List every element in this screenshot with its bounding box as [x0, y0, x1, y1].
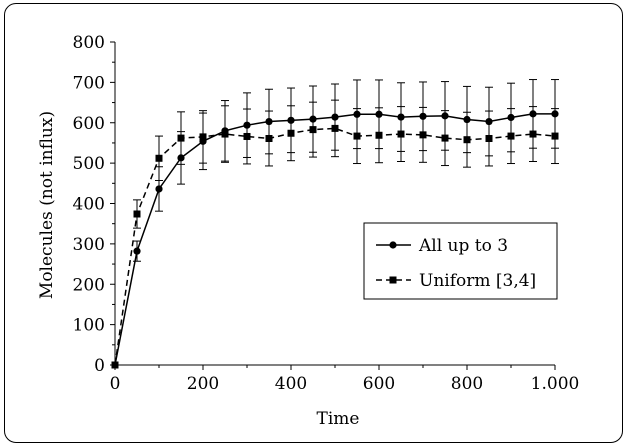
- data-point-series-1: [177, 154, 185, 162]
- y-tick-label: 300: [73, 235, 105, 255]
- data-point-series-2: [397, 130, 405, 138]
- data-point-series-1: [397, 113, 405, 121]
- data-point-series-1: [309, 115, 317, 123]
- data-point-series-1: [133, 247, 141, 255]
- data-point-series-2: [287, 129, 295, 137]
- y-tick-label: 700: [73, 73, 105, 93]
- data-point-series-1: [419, 112, 427, 120]
- data-point-series-1: [265, 117, 273, 126]
- data-point-series-2: [441, 134, 449, 142]
- data-point-series-1: [529, 110, 537, 118]
- data-point-series-2: [485, 134, 493, 142]
- data-point-series-2: [507, 132, 515, 140]
- x-tick-label: 0: [110, 374, 121, 394]
- data-point-series-1: [155, 185, 163, 193]
- y-tick-label: 600: [73, 114, 105, 134]
- series-markers: [111, 110, 559, 369]
- x-tick-label: 800: [451, 374, 483, 394]
- data-point-series-2: [133, 210, 141, 218]
- y-tick-label: 500: [73, 154, 105, 174]
- y-axis-label: Molecules (not influx): [37, 111, 57, 299]
- data-point-series-2: [375, 131, 383, 139]
- x-tick-label: 1.000: [531, 374, 580, 394]
- data-point-series-1: [375, 110, 383, 118]
- y-tick-label: 0: [94, 356, 105, 376]
- data-point-series-1: [551, 110, 559, 118]
- data-point-series-2: [353, 132, 361, 140]
- data-point-series-1: [463, 115, 471, 124]
- x-tick-label: 600: [363, 374, 395, 394]
- data-point-series-2: [419, 131, 427, 139]
- data-point-series-2: [265, 134, 273, 142]
- data-point-series-2: [177, 134, 185, 142]
- data-point-series-2: [199, 133, 207, 141]
- data-point-series-1: [485, 117, 493, 126]
- x-axis-label: Time: [317, 409, 360, 429]
- data-point-series-2: [331, 124, 339, 132]
- y-tick-label: 400: [73, 195, 105, 215]
- line-chart: 0 100 200 300 400 500 600 700 800 0 200 400 600 800 1.…: [37, 33, 580, 429]
- data-point-series-2: [111, 361, 119, 369]
- tick-labels: 0 100 200 300 400 500 600 700 800 0 200 400 600 800 1.…: [73, 33, 580, 394]
- x-tick-label: 400: [275, 374, 307, 394]
- y-tick-label: 200: [73, 275, 105, 295]
- legend-marker-series-1: [389, 241, 397, 249]
- data-point-series-2: [551, 132, 559, 140]
- data-point-series-1: [441, 112, 449, 120]
- data-point-series-1: [243, 121, 251, 129]
- data-point-series-2: [309, 126, 317, 134]
- data-point-series-1: [507, 113, 515, 122]
- y-tick-label: 100: [73, 316, 105, 336]
- y-tick-label: 800: [73, 33, 105, 53]
- data-point-series-2: [221, 130, 229, 138]
- data-point-series-1: [287, 116, 295, 124]
- data-point-series-1: [331, 113, 339, 121]
- legend-marker-series-2: [389, 276, 397, 284]
- x-tick-label: 200: [187, 374, 219, 394]
- data-point-series-1: [353, 110, 361, 118]
- data-point-series-2: [529, 130, 537, 138]
- legend-box: [363, 222, 558, 300]
- legend-label-series-1: All up to 3: [418, 236, 508, 256]
- legend-label-series-2: Uniform [3,4]: [419, 271, 536, 291]
- data-point-series-2: [463, 136, 471, 144]
- data-point-series-2: [155, 154, 163, 162]
- legend: All up to 3 Uniform [3,4]: [363, 222, 558, 300]
- axes: [110, 41, 556, 370]
- data-point-series-2: [243, 132, 251, 140]
